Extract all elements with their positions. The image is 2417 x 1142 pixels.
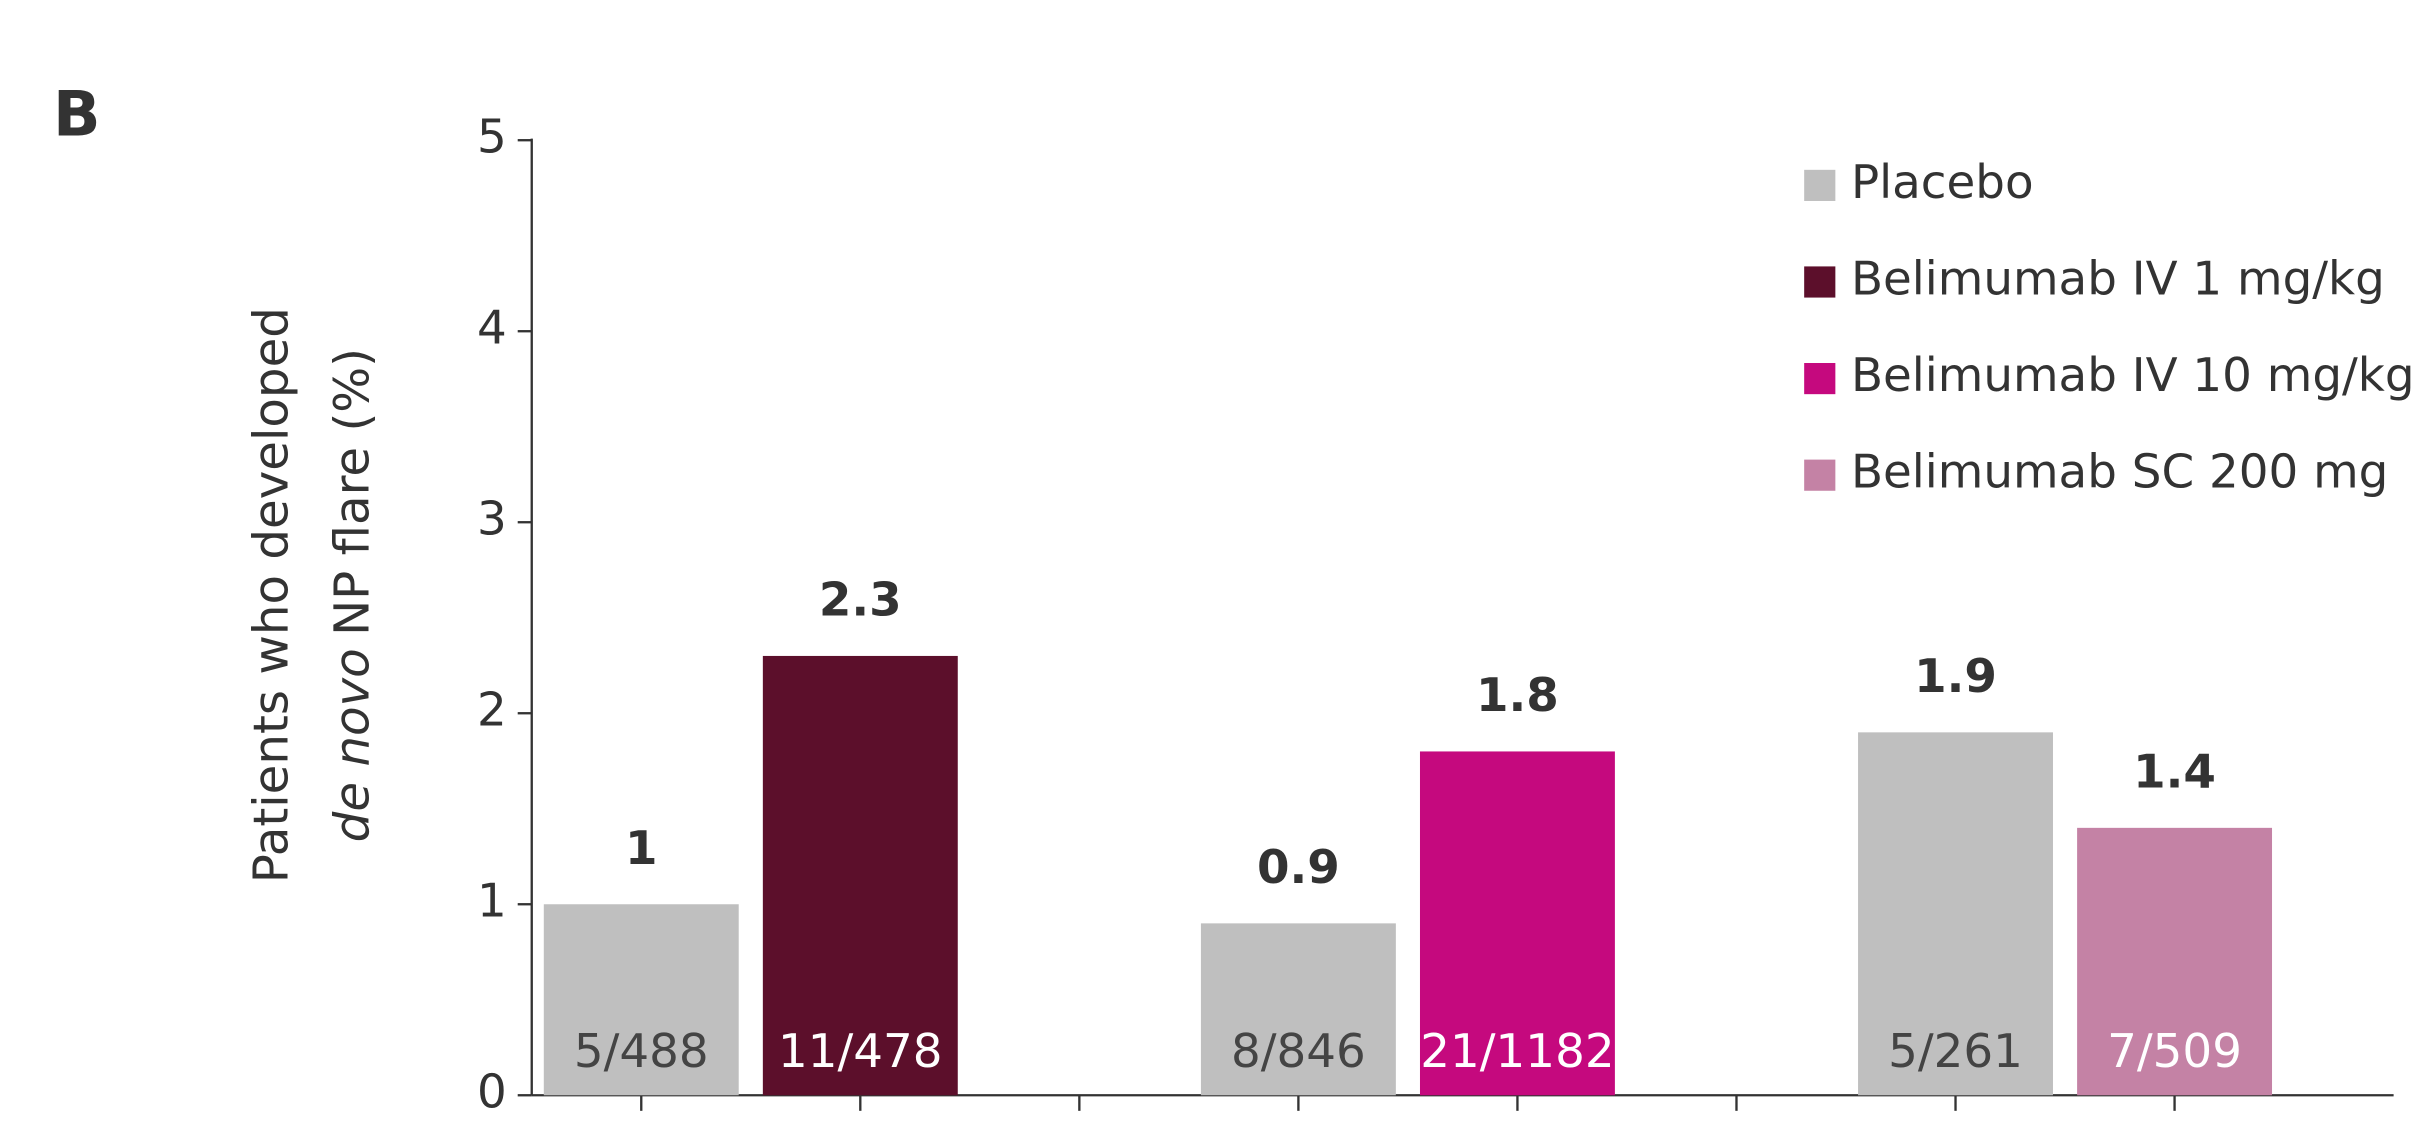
legend-label: Belimumab IV 1 mg/kg: [1851, 253, 2385, 307]
y-axis-title-rest: NP flare (%): [325, 348, 381, 636]
value-label: 1: [625, 822, 658, 876]
y-tick-label: 4: [477, 302, 507, 356]
panel-label: B: [53, 78, 101, 151]
value-label: 1.4: [2133, 745, 2216, 799]
y-axis-title-line: Patients who developed: [243, 307, 299, 883]
legend-swatch: [1804, 266, 1836, 298]
legend-label: Belimumab SC 200 mg: [1851, 446, 2388, 500]
y-axis-title-italic: de novo: [325, 648, 381, 842]
y-tick-label: 1: [477, 875, 507, 929]
bar-inner-label: 7/509: [2107, 1025, 2242, 1079]
bar: [1419, 751, 1615, 1096]
legend-label: Placebo: [1851, 156, 2034, 210]
bar: [1200, 923, 1396, 1096]
bar-inner-label: 21/1182: [1420, 1025, 1614, 1079]
legend-label: Belimumab IV 10 mg/kg: [1851, 349, 2415, 403]
bar-inner-label: 8/846: [1231, 1025, 1366, 1079]
value-label: 2.3: [819, 573, 902, 627]
bar: [1858, 732, 2053, 1096]
bar-inner-label: 5/261: [1888, 1025, 2023, 1079]
bar: [2077, 827, 2273, 1096]
y-tick-label: 5: [477, 111, 507, 165]
legend-swatch: [1804, 169, 1836, 201]
bar-inner-label: 5/488: [574, 1025, 709, 1079]
value-label: 1.8: [1476, 669, 1559, 723]
bar: [543, 904, 739, 1096]
y-tick-label: 2: [477, 684, 507, 738]
y-axis-title: Patients who developed de novo NP flare (…: [243, 307, 380, 883]
legend-swatch: [1804, 459, 1836, 491]
value-label: 1.9: [1914, 650, 1997, 704]
y-tick-label: 3: [477, 493, 507, 547]
value-label: 0.9: [1257, 841, 1340, 895]
y-tick-label: 0: [477, 1066, 507, 1120]
bar: [762, 655, 958, 1096]
bar-inner-label: 11/478: [778, 1025, 943, 1079]
y-axis-title-line: de novo NP flare (%): [325, 348, 381, 842]
legend-swatch: [1804, 363, 1836, 395]
